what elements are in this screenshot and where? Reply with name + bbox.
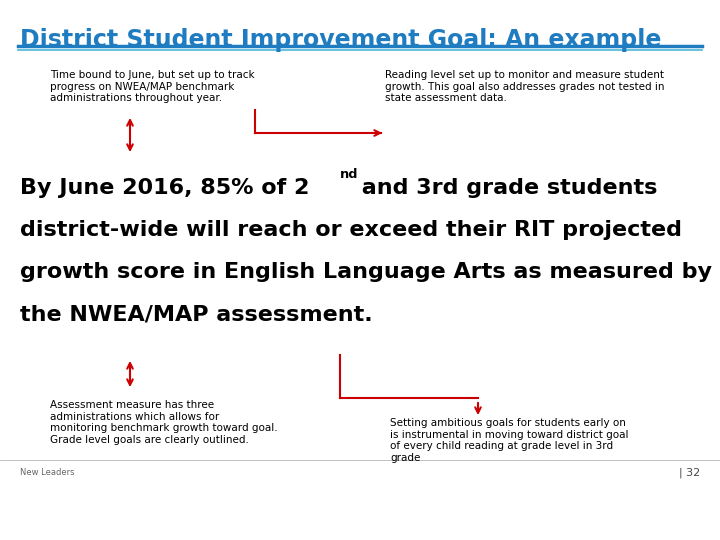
Text: District Student Improvement Goal: An example: District Student Improvement Goal: An ex… xyxy=(20,28,662,52)
Text: Time bound to June, but set up to track
progress on NWEA/MAP benchmark
administr: Time bound to June, but set up to track … xyxy=(50,70,255,103)
Text: the NWEA/MAP assessment.: the NWEA/MAP assessment. xyxy=(20,304,373,324)
Text: Reading level set up to monitor and measure student
growth. This goal also addre: Reading level set up to monitor and meas… xyxy=(385,70,665,103)
Text: | 32: | 32 xyxy=(679,468,700,478)
Text: Assessment measure has three
administrations which allows for
monitoring benchma: Assessment measure has three administrat… xyxy=(50,400,278,445)
Text: By June 2016, 85% of 2: By June 2016, 85% of 2 xyxy=(20,178,310,198)
Text: New Leaders: New Leaders xyxy=(20,468,74,477)
Text: and 3rd grade students: and 3rd grade students xyxy=(354,178,657,198)
Text: growth score in English Language Arts as measured by: growth score in English Language Arts as… xyxy=(20,262,712,282)
Text: nd: nd xyxy=(340,168,359,181)
Text: district-wide will reach or exceed their RIT projected: district-wide will reach or exceed their… xyxy=(20,220,682,240)
Text: Setting ambitious goals for students early on
is instrumental in moving toward d: Setting ambitious goals for students ear… xyxy=(390,418,629,463)
